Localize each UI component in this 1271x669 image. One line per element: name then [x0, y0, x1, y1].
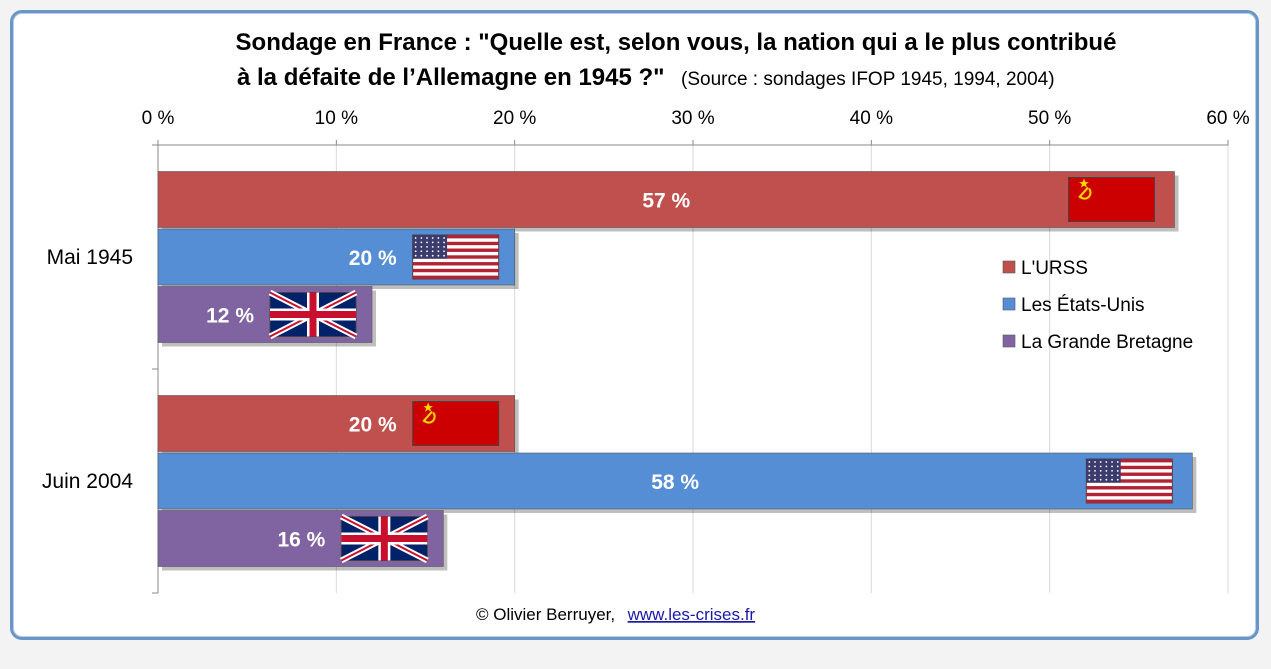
data-label: 57 % [642, 190, 690, 213]
legend: L'URSS Les États-Unis La Grande Bretagne [1002, 258, 1193, 353]
bars: 57 % 20 % 12 % 20 % 58 % 16 % [157, 171, 1197, 571]
data-label: 58 % [651, 471, 699, 494]
x-tick-label: 0 % [142, 108, 175, 129]
chart-source: (Source : sondages IFOP 1945, 1994, 2004… [681, 69, 1055, 90]
category-label: Juin 2004 [42, 470, 133, 493]
data-label: 20 % [349, 414, 397, 437]
chart-title-line2: à la défaite de l’Allemagne en 1945 ?" [237, 64, 665, 91]
category-label: Mai 1945 [47, 246, 133, 269]
x-axis-ticks: 0 % 10 % 20 % 30 % 40 % 50 % 60 % [142, 108, 1250, 146]
data-label: 20 % [349, 247, 397, 270]
uk-flag [268, 289, 358, 340]
legend-swatch [1002, 334, 1016, 348]
bar [157, 452, 1193, 510]
x-tick-label: 60 % [1206, 108, 1249, 129]
ussr-flag [1068, 177, 1155, 222]
y-axis [152, 144, 159, 594]
x-tick-label: 40 % [850, 108, 893, 129]
legend-swatch [1002, 297, 1016, 311]
credit-author: © Olivier Berruyer, [476, 605, 615, 624]
legend-swatch [1002, 260, 1016, 274]
chart-title-line2-wrap: à la défaite de l’Allemagne en 1945 ?" (… [237, 64, 1055, 91]
legend-label: L'URSS [1021, 258, 1088, 279]
usa-flag [1085, 458, 1173, 504]
x-tick-label: 10 % [315, 108, 358, 129]
ussr-flag [412, 401, 500, 446]
legend-label: La Grande Bretagne [1021, 332, 1193, 353]
category-labels: Mai 1945 Juin 2004 [42, 246, 133, 493]
usa-flag [412, 234, 500, 280]
credit-link[interactable]: www.les-crises.fr [627, 605, 756, 624]
bar [157, 171, 1175, 228]
uk-flag [339, 513, 429, 564]
x-tick-label: 50 % [1028, 108, 1071, 129]
credit-line: © Olivier Berruyer, www.les-crises.fr [476, 605, 755, 624]
x-tick-label: 30 % [671, 108, 714, 129]
data-label: 16 % [277, 529, 325, 552]
legend-label: Les États-Unis [1021, 295, 1145, 316]
data-label: 12 % [206, 305, 254, 328]
chart-title-line1: Sondage en France : "Quelle est, selon v… [236, 29, 1117, 56]
x-tick-label: 20 % [493, 108, 536, 129]
